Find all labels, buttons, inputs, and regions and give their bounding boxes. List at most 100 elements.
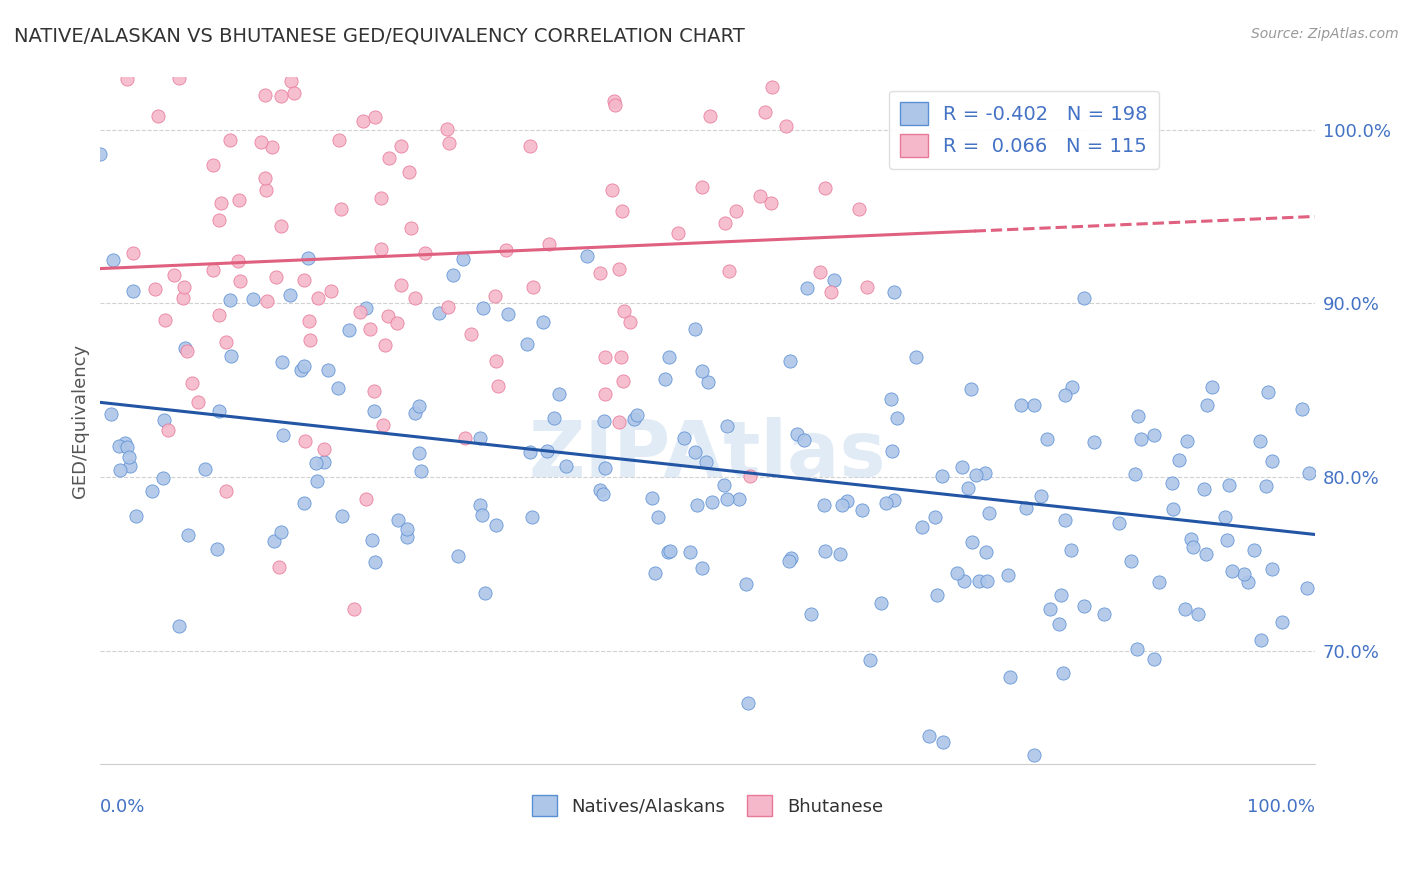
Point bbox=[1257, 385, 1279, 400]
Point bbox=[519, 139, 541, 153]
Point bbox=[1192, 483, 1215, 497]
Point bbox=[531, 315, 554, 329]
Point bbox=[395, 530, 418, 544]
Point bbox=[89, 147, 111, 161]
Point bbox=[208, 213, 231, 227]
Point bbox=[1060, 543, 1083, 558]
Point bbox=[603, 94, 626, 108]
Point bbox=[740, 468, 762, 483]
Point bbox=[1254, 479, 1277, 493]
Point bbox=[1195, 398, 1218, 412]
Point bbox=[269, 560, 291, 574]
Point bbox=[1215, 510, 1237, 524]
Point bbox=[1182, 540, 1205, 554]
Point bbox=[973, 466, 995, 480]
Point bbox=[886, 411, 908, 425]
Point bbox=[100, 407, 122, 421]
Point bbox=[547, 387, 569, 401]
Point bbox=[516, 336, 538, 351]
Point bbox=[209, 195, 232, 210]
Point bbox=[588, 483, 610, 497]
Point bbox=[593, 350, 616, 364]
Point bbox=[1031, 489, 1053, 503]
Point bbox=[163, 268, 186, 282]
Point bbox=[779, 354, 801, 368]
Point bbox=[378, 151, 401, 165]
Point bbox=[1143, 652, 1166, 666]
Point bbox=[808, 265, 831, 279]
Point bbox=[683, 444, 706, 458]
Point bbox=[1126, 409, 1149, 423]
Point bbox=[208, 308, 231, 322]
Point bbox=[330, 508, 353, 523]
Point bbox=[343, 601, 366, 615]
Point bbox=[658, 350, 681, 364]
Point bbox=[690, 561, 713, 575]
Point bbox=[714, 216, 737, 230]
Point bbox=[537, 237, 560, 252]
Point bbox=[647, 510, 669, 524]
Point bbox=[831, 498, 853, 512]
Point bbox=[869, 596, 891, 610]
Point bbox=[686, 498, 709, 512]
Point bbox=[1187, 607, 1209, 622]
Point bbox=[1022, 398, 1045, 412]
Point bbox=[377, 309, 399, 323]
Point bbox=[326, 381, 349, 395]
Point bbox=[555, 458, 578, 473]
Point bbox=[436, 122, 458, 136]
Point bbox=[371, 417, 394, 432]
Point bbox=[796, 281, 818, 295]
Point bbox=[533, 20, 555, 34]
Point bbox=[924, 510, 946, 524]
Point bbox=[918, 729, 941, 743]
Point bbox=[592, 414, 614, 428]
Point bbox=[998, 670, 1021, 684]
Point bbox=[761, 196, 783, 211]
Point bbox=[408, 399, 430, 413]
Point bbox=[122, 246, 145, 260]
Point bbox=[485, 353, 508, 368]
Point bbox=[1237, 574, 1260, 589]
Point bbox=[363, 404, 385, 418]
Point bbox=[607, 415, 630, 429]
Point bbox=[610, 350, 633, 364]
Point bbox=[619, 315, 641, 329]
Point bbox=[1119, 554, 1142, 568]
Point bbox=[931, 469, 953, 483]
Point bbox=[1233, 566, 1256, 581]
Point bbox=[536, 443, 558, 458]
Point bbox=[666, 226, 689, 240]
Point bbox=[254, 170, 277, 185]
Point bbox=[626, 408, 648, 422]
Point bbox=[786, 426, 808, 441]
Point bbox=[292, 273, 315, 287]
Text: 0.0%: 0.0% bbox=[100, 798, 146, 816]
Point bbox=[1216, 533, 1239, 547]
Point bbox=[271, 427, 294, 442]
Point bbox=[266, 269, 288, 284]
Point bbox=[830, 547, 852, 561]
Point bbox=[1062, 380, 1084, 394]
Point bbox=[820, 285, 842, 300]
Point bbox=[775, 120, 797, 134]
Point bbox=[879, 392, 901, 406]
Point bbox=[716, 491, 738, 506]
Point bbox=[364, 110, 387, 124]
Point bbox=[361, 533, 384, 547]
Point bbox=[167, 71, 190, 86]
Text: 100.0%: 100.0% bbox=[1247, 798, 1315, 816]
Point bbox=[207, 404, 229, 418]
Point bbox=[301, 43, 323, 57]
Point bbox=[437, 136, 460, 150]
Point bbox=[441, 268, 464, 282]
Point bbox=[1243, 543, 1265, 558]
Point bbox=[411, 464, 433, 478]
Point bbox=[911, 520, 934, 534]
Point bbox=[305, 474, 328, 488]
Point bbox=[118, 450, 141, 464]
Point bbox=[1180, 533, 1202, 547]
Point bbox=[1052, 665, 1074, 680]
Point bbox=[1036, 432, 1059, 446]
Point bbox=[997, 568, 1019, 582]
